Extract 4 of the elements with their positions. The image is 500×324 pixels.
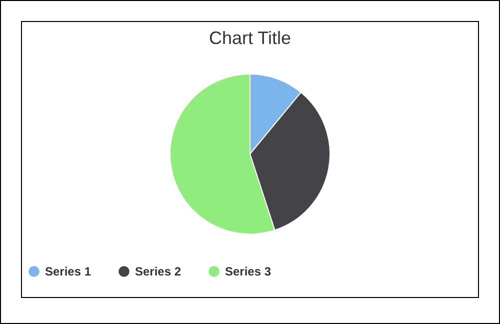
legend-label: Series 2 [135,264,182,278]
legend-label: Series 3 [225,264,272,278]
legend-label: Series 1 [45,264,92,278]
chart-title: Chart Title [208,28,292,48]
